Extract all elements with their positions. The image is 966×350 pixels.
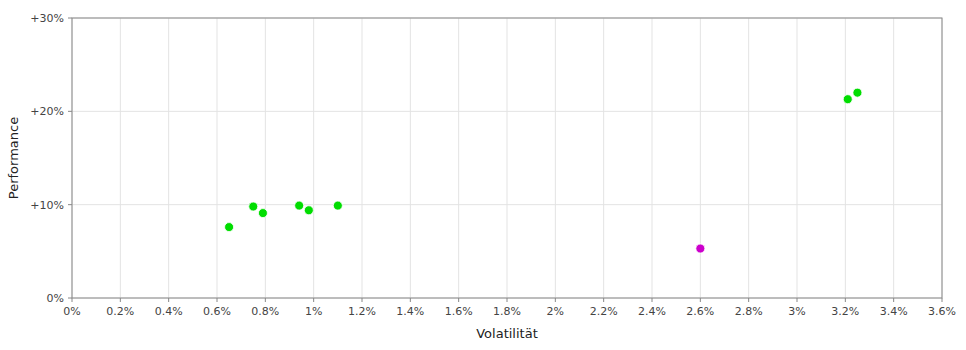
- x-tick-label: 2.6%: [686, 305, 714, 318]
- x-tick: [410, 298, 411, 302]
- y-grid-line: [72, 204, 942, 205]
- x-tick-label: 3.4%: [880, 305, 908, 318]
- y-axis-label: Performance: [6, 117, 21, 199]
- x-tick: [507, 298, 508, 302]
- x-tick-label: 1.6%: [445, 305, 473, 318]
- y-grid-line: [72, 111, 942, 112]
- scatter-point: [843, 95, 852, 104]
- x-tick-label: 2.8%: [735, 305, 763, 318]
- x-grid-line: [362, 18, 363, 298]
- scatter-point: [853, 88, 862, 97]
- scatter-point: [304, 206, 313, 215]
- x-grid-line: [603, 18, 604, 298]
- plot-background: [72, 18, 942, 298]
- x-tick: [652, 298, 653, 302]
- x-tick: [362, 298, 363, 302]
- x-grid-line: [748, 18, 749, 298]
- x-grid-line: [410, 18, 411, 298]
- x-grid-line: [893, 18, 894, 298]
- plot-frame: [72, 18, 942, 298]
- x-tick: [458, 298, 459, 302]
- x-grid-line: [797, 18, 798, 298]
- axes: 0% 0.2% 0.4% 0.6% 0.8% 1% 1.2% 1.4% 1.6% 1.8% 2% 2.…: [30, 12, 956, 318]
- x-tick: [313, 298, 314, 302]
- x-grid-line: [217, 18, 218, 298]
- y-tick: [68, 204, 72, 205]
- x-tick: [700, 298, 701, 302]
- y-tick-label: 0%: [47, 292, 64, 305]
- x-tick-label: 0.6%: [203, 305, 231, 318]
- x-tick: [555, 298, 556, 302]
- series-points: [696, 244, 705, 253]
- chart-container: 0% 0.2% 0.4% 0.6% 0.8% 1% 1.2% 1.4% 1.6% 1.8% 2% 2.…: [0, 0, 966, 350]
- x-tick: [893, 298, 894, 302]
- x-tick-label: 0.4%: [155, 305, 183, 318]
- scatter-point: [295, 201, 304, 210]
- x-grid-line: [313, 18, 314, 298]
- y-tick-label: +30%: [30, 12, 64, 25]
- x-grid-line: [120, 18, 121, 298]
- y-tick-label: +20%: [30, 105, 64, 118]
- x-grid-line: [507, 18, 508, 298]
- x-tick: [845, 298, 846, 302]
- x-grid-line: [168, 18, 169, 298]
- x-grid-line: [555, 18, 556, 298]
- x-tick-label: 0%: [63, 305, 80, 318]
- y-tick: [68, 298, 72, 299]
- scatter-point: [333, 201, 342, 210]
- x-tick-label: 1.4%: [396, 305, 424, 318]
- x-tick-label: 2.2%: [590, 305, 618, 318]
- x-tick-label: 0.2%: [106, 305, 134, 318]
- x-tick-label: 0.8%: [251, 305, 279, 318]
- scatter-point: [258, 209, 267, 218]
- x-grid-line: [652, 18, 653, 298]
- chart-svg: 0% 0.2% 0.4% 0.6% 0.8% 1% 1.2% 1.4% 1.6% 1.8% 2% 2.…: [0, 0, 966, 350]
- x-tick: [748, 298, 749, 302]
- x-tick: [72, 298, 73, 302]
- data-points: [225, 88, 862, 253]
- x-tick-label: 1.8%: [493, 305, 521, 318]
- y-tick: [68, 111, 72, 112]
- series-points: [225, 88, 862, 231]
- grid: [72, 18, 942, 298]
- x-tick-label: 3.6%: [928, 305, 956, 318]
- x-tick-label: 3%: [788, 305, 805, 318]
- x-axis-label: Volatilität: [476, 326, 538, 341]
- x-tick-label: 1%: [305, 305, 322, 318]
- x-tick-label: 3.2%: [831, 305, 859, 318]
- scatter-point: [696, 244, 705, 253]
- y-tick: [68, 18, 72, 19]
- x-tick: [942, 298, 943, 302]
- x-tick-label: 1.2%: [348, 305, 376, 318]
- x-tick: [168, 298, 169, 302]
- x-grid-line: [265, 18, 266, 298]
- x-tick-label: 2.4%: [638, 305, 666, 318]
- x-grid-line: [458, 18, 459, 298]
- scatter-point: [225, 223, 234, 232]
- x-tick: [265, 298, 266, 302]
- x-grid-line: [845, 18, 846, 298]
- x-tick-label: 2%: [547, 305, 564, 318]
- x-grid-line: [700, 18, 701, 298]
- x-tick: [603, 298, 604, 302]
- y-tick-label: +10%: [30, 199, 64, 212]
- scatter-point: [249, 202, 258, 211]
- x-tick: [217, 298, 218, 302]
- x-tick: [797, 298, 798, 302]
- x-tick: [120, 298, 121, 302]
